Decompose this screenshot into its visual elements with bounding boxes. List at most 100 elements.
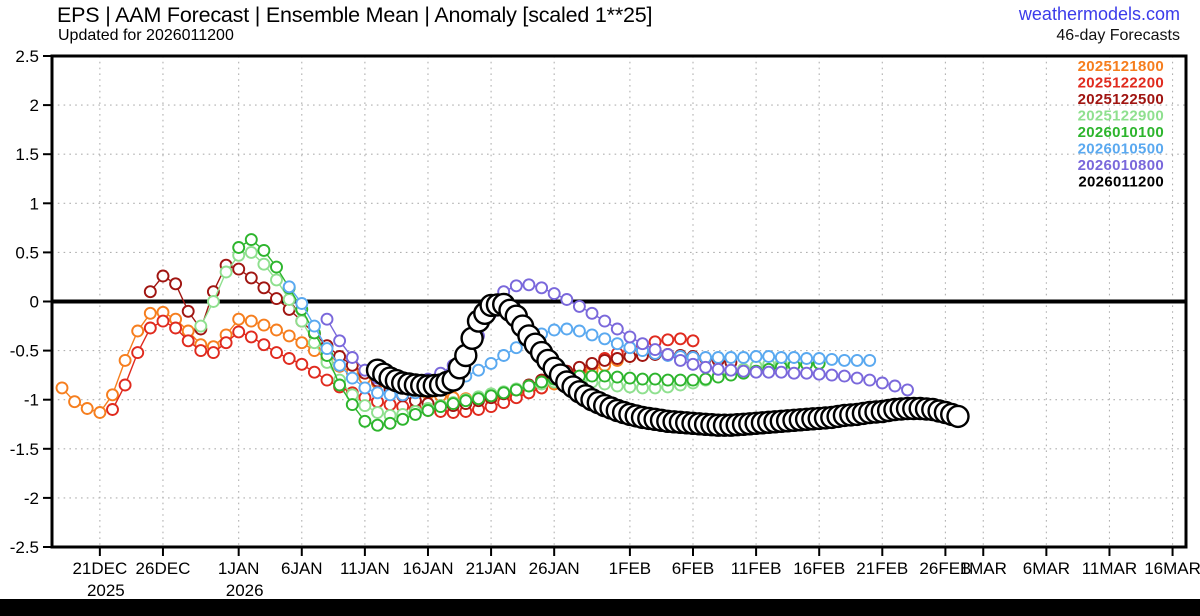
series-marker-2025122200 <box>219 336 233 350</box>
series-marker-2026010100 <box>484 389 498 403</box>
series-marker-2026010800 <box>585 306 599 320</box>
series-marker-2025122200 <box>194 344 208 358</box>
series-marker-2026010100 <box>333 378 347 392</box>
series-marker-2026010500 <box>762 350 776 363</box>
series-marker-2025122500 <box>270 292 283 306</box>
series-marker-2026010500 <box>547 323 561 337</box>
series-marker-2026010500 <box>749 350 763 363</box>
x-tick-label: 21FEB <box>856 559 908 578</box>
series-marker-2026010800 <box>774 365 788 379</box>
series-marker-2025122200 <box>143 321 157 335</box>
x-tick-label: 26FEB <box>919 559 971 578</box>
series-marker-2026010100 <box>232 241 246 254</box>
x-tick-label: 6JAN <box>281 559 323 578</box>
series-marker-2026010800 <box>749 365 763 379</box>
series-marker-2026010800 <box>812 367 826 381</box>
series-marker-2026010100 <box>472 392 485 406</box>
series-marker-2026010100 <box>257 243 271 257</box>
series-marker-2025122900 <box>194 319 208 333</box>
series-marker-2025122500 <box>598 353 612 367</box>
series-marker-2025122200 <box>661 333 675 347</box>
legend-entry-2025121800: 2025121800 <box>1078 58 1164 75</box>
series-marker-2026010500 <box>812 352 826 365</box>
series-marker-2026010800 <box>636 337 649 351</box>
series-marker-2025122200 <box>156 314 170 328</box>
series-marker-2026010500 <box>472 363 485 377</box>
series-marker-2026010100 <box>509 383 523 397</box>
x-tick-label: 6MAR <box>1023 559 1070 578</box>
series-marker-2026010500 <box>585 328 599 342</box>
series-marker-2026010800 <box>737 364 750 378</box>
series-marker-2026010800 <box>850 371 864 385</box>
series-marker-2026010800 <box>673 353 687 367</box>
series-marker-2025122200 <box>106 403 119 416</box>
series-marker-2025122900 <box>371 406 384 419</box>
series-marker-2026010500 <box>484 356 498 370</box>
series-marker-2025122500 <box>169 277 183 291</box>
series-marker-2025122500 <box>244 271 258 285</box>
x-tick-label: 26DEC <box>136 559 191 578</box>
series-marker-2026010800 <box>901 383 914 397</box>
series-marker-2026010800 <box>787 366 801 380</box>
series-marker-2026010100 <box>648 372 662 386</box>
watermark-link: weathermodels.com <box>1018 4 1180 24</box>
series-marker-2026010500 <box>825 352 839 366</box>
series-marker-2025122200 <box>232 325 246 339</box>
series-marker-2026010500 <box>295 297 309 310</box>
series-marker-2025122200 <box>673 332 687 346</box>
series-marker-2026010800 <box>648 343 662 357</box>
series-marker-2026010500 <box>497 349 511 362</box>
series-marker-2026010500 <box>724 351 738 364</box>
forecast-length-note: 46-day Forecasts <box>1056 27 1180 44</box>
series-marker-2026010800 <box>333 334 347 348</box>
series-marker-2026010500 <box>509 341 523 355</box>
series-marker-2026010100 <box>244 233 258 247</box>
y-tick-label: -2 <box>24 489 39 508</box>
series-marker-2026010800 <box>509 279 523 293</box>
legend-entry-2026010500: 2026010500 <box>1078 141 1164 158</box>
series-marker-2026010500 <box>623 341 637 355</box>
series-marker-2026010500 <box>774 351 788 364</box>
series-marker-2026010500 <box>711 351 725 364</box>
series-marker-2025122500 <box>232 262 246 276</box>
series-marker-2026010800 <box>837 369 851 383</box>
series-marker-2025122900 <box>257 257 271 271</box>
series-marker-2025122200 <box>686 334 700 348</box>
series-marker-2025121800 <box>257 318 271 332</box>
series-marker-2026010800 <box>661 348 675 361</box>
series-marker-2026010500 <box>610 337 624 351</box>
series-marker-2026010100 <box>421 404 435 417</box>
series-marker-2026010100 <box>686 373 700 387</box>
y-tick-label: 0 <box>30 293 39 312</box>
series-marker-2026010500 <box>572 324 586 338</box>
series-marker-2026010500 <box>837 353 851 367</box>
series-marker-2026010800 <box>875 376 889 390</box>
series-marker-2026010800 <box>560 293 574 306</box>
legend-entry-2026010100: 2026010100 <box>1078 124 1164 141</box>
series-marker-2025122200 <box>320 373 334 387</box>
series-marker-2025122500 <box>156 269 170 283</box>
series-marker-2025121800 <box>295 336 309 350</box>
series-marker-2025122500 <box>143 285 157 299</box>
series-marker-2026010500 <box>358 381 372 395</box>
legend-entry-2025122500: 2025122500 <box>1078 91 1164 108</box>
series-marker-2026010100 <box>408 407 422 421</box>
series-marker-2026010100 <box>345 398 359 412</box>
x-tick-year-label: 2025 <box>87 581 125 600</box>
x-tick-label: 16MAR <box>1144 559 1200 578</box>
series-marker-2026010800 <box>863 373 877 387</box>
x-tick-label: 6FEB <box>672 559 715 578</box>
series-marker-2025122200 <box>181 334 195 348</box>
series-marker-2026010800 <box>345 351 359 364</box>
x-tick-label: 1FEB <box>609 559 652 578</box>
y-tick-label: 1.5 <box>15 145 39 164</box>
series-marker-2026010100 <box>446 397 460 411</box>
series-marker-2026010800 <box>623 330 637 344</box>
series-marker-2026010100 <box>585 369 599 383</box>
series-marker-2026010500 <box>333 358 347 372</box>
series-marker-2026010800 <box>320 312 334 326</box>
series-marker-2026010100 <box>535 375 549 389</box>
series-marker-2026010100 <box>610 370 624 384</box>
series-marker-2026010100 <box>673 373 687 387</box>
